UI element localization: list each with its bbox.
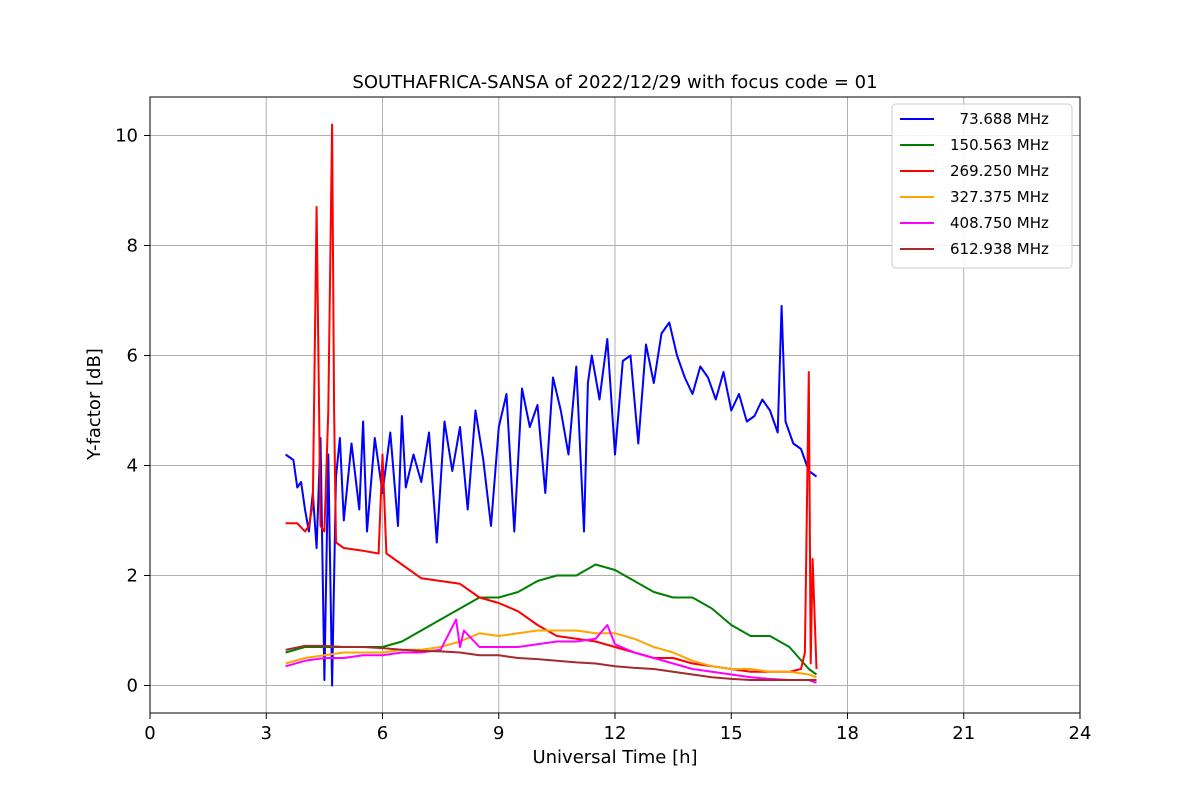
series-line-0 [285, 305, 818, 687]
legend-entry: 408.750 MHz [950, 214, 1049, 232]
y-tick-label: 6 [127, 346, 138, 367]
series-line-3 [285, 629, 817, 679]
y-tick-label: 2 [127, 566, 138, 587]
legend-entry: 150.563 MHz [950, 136, 1049, 154]
plot-area [285, 123, 818, 687]
x-tick-label: 21 [952, 723, 975, 744]
x-tick-label: 0 [144, 723, 155, 744]
x-tick-label: 15 [720, 723, 743, 744]
x-tick-label: 12 [604, 723, 627, 744]
x-tick-label: 9 [493, 723, 504, 744]
y-tick-label: 10 [115, 126, 138, 147]
x-tick-label: 3 [261, 723, 272, 744]
x-tick-label: 24 [1069, 723, 1092, 744]
legend-entry: 73.688 MHz [950, 110, 1049, 128]
y-axis-label: Y-factor [dB] [84, 348, 105, 461]
x-axis-label: Universal Time [h] [532, 747, 697, 768]
legend-entry: 269.250 MHz [950, 162, 1049, 180]
y-tick-label: 0 [127, 676, 138, 697]
x-tick-label: 18 [836, 723, 859, 744]
series-line-5 [285, 644, 817, 681]
y-tick-label: 8 [127, 236, 138, 257]
legend: 73.688 MHz 150.563 MHz 269.250 MHz 327.375 … [891, 103, 1073, 269]
chart-title: SOUTHAFRICA-SANSA of 2022/12/29 with foc… [352, 72, 877, 93]
x-axis: 0 3 6 9 12 15 18 21 24 [144, 713, 1091, 744]
legend-entry: 327.375 MHz [950, 188, 1049, 206]
legend-entry: 612.938 MHz [950, 240, 1049, 258]
legend-box [891, 103, 1073, 269]
y-tick-label: 4 [127, 456, 138, 477]
x-tick-label: 6 [377, 723, 388, 744]
series-line-4 [285, 618, 817, 684]
y-axis: 0 2 4 6 8 10 [115, 126, 150, 697]
